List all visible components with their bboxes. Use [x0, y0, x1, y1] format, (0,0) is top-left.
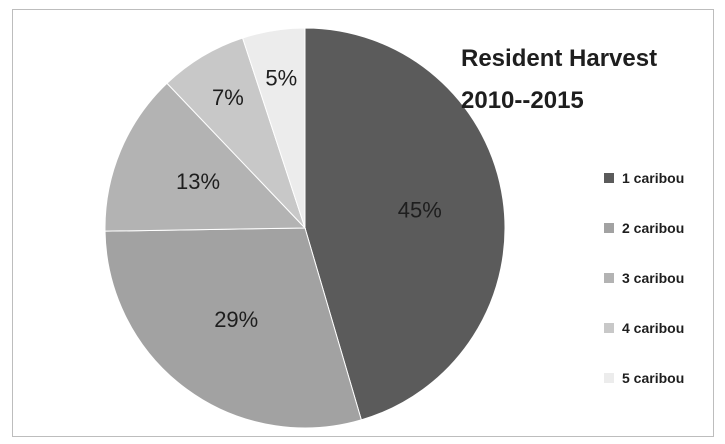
slice-data-label: 13%	[176, 169, 220, 194]
slice-data-label: 5%	[265, 66, 297, 91]
chart-title-line-2: 2010--2015	[461, 87, 584, 114]
legend: 1 caribou 2 caribou 3 caribou 4 caribou …	[604, 170, 684, 420]
pie-slice	[304, 27, 506, 421]
slice-data-label: 45%	[398, 197, 442, 222]
legend-label: 4 caribou	[622, 320, 685, 336]
legend-item: 2 caribou	[604, 220, 684, 236]
legend-swatch	[604, 173, 614, 183]
legend-swatch	[604, 323, 614, 333]
legend-item: 3 caribou	[604, 270, 684, 286]
legend-label: 1 caribou	[622, 170, 685, 186]
legend-label: 5 caribou	[622, 370, 685, 386]
legend-item: 1 caribou	[604, 170, 684, 186]
legend-swatch	[604, 223, 614, 233]
chart-title-line-1: Resident Harvest	[461, 45, 658, 72]
legend-label: 3 caribou	[622, 270, 685, 286]
slice-data-label: 7%	[212, 85, 244, 110]
pie-slice	[104, 227, 362, 429]
legend-swatch	[604, 273, 614, 283]
legend-swatch	[604, 373, 614, 383]
legend-label: 2 caribou	[622, 220, 685, 236]
legend-item: 4 caribou	[604, 320, 684, 336]
slice-data-label: 29%	[214, 307, 258, 332]
pie-slice	[241, 27, 306, 229]
legend-item: 5 caribou	[604, 370, 684, 386]
pie-slice	[104, 82, 307, 232]
